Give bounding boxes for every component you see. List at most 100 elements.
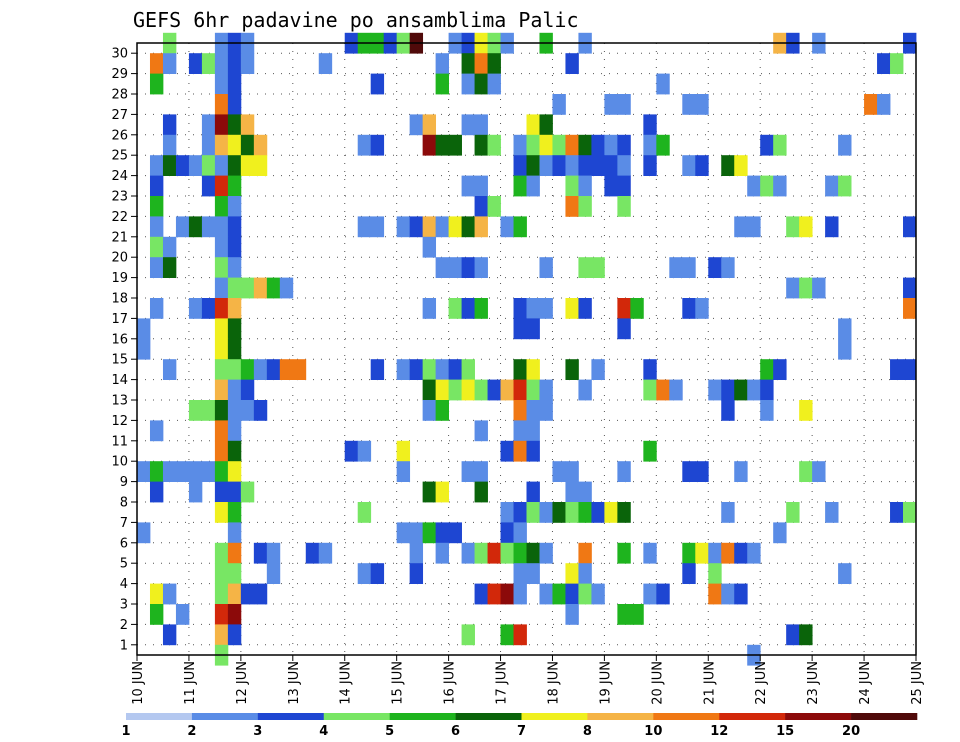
- heatmap-cell: [695, 94, 709, 115]
- heatmap-cell: [253, 134, 268, 156]
- heatmap-cell: [591, 155, 605, 176]
- heatmap-cell: [188, 400, 203, 421]
- heatmap-cell: [253, 155, 268, 176]
- heatmap-cell: [162, 134, 177, 156]
- heatmap-cell: [227, 400, 242, 421]
- heatmap-cell: [474, 481, 488, 503]
- heatmap-cell: [149, 53, 164, 74]
- heatmap-cell: [526, 440, 540, 462]
- heatmap-cell: [513, 318, 527, 340]
- heatmap-cell: [604, 175, 618, 197]
- x-tick-label: 21 JUN: [702, 661, 717, 705]
- heatmap-cell: [474, 196, 488, 217]
- heatmap-cell: [552, 502, 566, 523]
- heatmap-cell: [279, 277, 294, 299]
- heatmap-cell: [253, 359, 268, 380]
- heatmap-cell: [552, 134, 566, 156]
- heatmap-cell: [578, 502, 592, 523]
- heatmap-cell: [448, 216, 462, 238]
- heatmap-cell: [227, 563, 242, 584]
- heatmap-cell: [578, 155, 592, 176]
- heatmap-cell: [409, 114, 424, 136]
- heatmap-cell: [526, 155, 540, 176]
- heatmap-cell: [877, 53, 891, 74]
- heatmap-cell: [227, 481, 242, 503]
- heatmap-cell: [682, 155, 696, 176]
- heatmap-cell: [617, 134, 631, 156]
- colorbar-segment: [719, 713, 786, 720]
- heatmap-cell: [838, 563, 852, 584]
- heatmap-cell: [214, 440, 229, 462]
- heatmap-cell: [162, 359, 177, 380]
- y-tick-label: 16: [111, 332, 128, 347]
- heatmap-cell: [539, 134, 553, 156]
- heatmap-cell: [890, 359, 904, 380]
- heatmap-cell: [500, 583, 514, 605]
- heatmap-cell: [266, 359, 281, 380]
- heatmap-cell: [227, 236, 242, 258]
- heatmap-cell: [162, 583, 177, 605]
- heatmap-cell: [513, 134, 527, 156]
- heatmap-cell: [214, 338, 229, 360]
- heatmap-cell: [474, 461, 488, 482]
- heatmap-cell: [188, 53, 203, 74]
- heatmap-cell: [838, 175, 852, 197]
- colorbar-label: 4: [319, 724, 328, 739]
- heatmap-cell: [227, 175, 242, 197]
- heatmap-cell: [214, 94, 229, 115]
- heatmap-cell: [747, 216, 761, 238]
- colorbar-segment: [389, 713, 456, 720]
- heatmap-cell: [526, 420, 540, 442]
- heatmap-cell: [721, 155, 735, 176]
- heatmap-cell: [137, 318, 151, 340]
- heatmap-cell: [461, 379, 475, 401]
- heatmap-cell: [734, 379, 748, 401]
- heatmap-cell: [227, 298, 242, 319]
- heatmap-cell: [786, 502, 800, 523]
- heatmap-cell: [695, 461, 709, 482]
- colorbar-label: 1: [121, 724, 130, 739]
- x-tick-label: 10 JUN: [131, 661, 146, 705]
- heatmap-cell: [461, 114, 475, 136]
- heatmap-cell: [760, 400, 774, 421]
- y-tick-label: 13: [111, 394, 128, 409]
- heatmap-cell: [240, 114, 255, 136]
- y-tick-label: 28: [111, 88, 128, 103]
- heatmap-cell: [214, 604, 229, 625]
- heatmap-cell: [877, 94, 891, 115]
- heatmap-cell: [565, 604, 579, 625]
- heatmap-cell: [565, 134, 579, 156]
- heatmap-cell: [773, 175, 787, 197]
- heatmap-cell: [734, 542, 748, 564]
- x-tick-label: 22 JUN: [754, 661, 769, 705]
- heatmap-cell: [240, 379, 255, 401]
- x-tick-label: 13 JUN: [287, 661, 302, 705]
- heatmap-cell: [227, 440, 242, 462]
- colorbar-label: 7: [517, 724, 526, 739]
- colorbar-segment: [191, 713, 259, 720]
- heatmap-cell: [526, 175, 540, 197]
- heatmap-cell: [227, 583, 242, 605]
- heatmap-cell: [799, 216, 813, 238]
- heatmap-cell: [812, 461, 826, 482]
- y-tick-label: 29: [111, 67, 128, 82]
- heatmap-cell: [487, 583, 501, 605]
- y-tick-label: 10: [111, 455, 128, 470]
- heatmap-cell: [448, 359, 462, 380]
- heatmap-cell: [630, 298, 644, 319]
- x-tick-label: 11 JUN: [183, 661, 198, 705]
- heatmap-cell: [500, 624, 514, 646]
- heatmap-cell: [890, 502, 904, 523]
- heatmap-cell: [188, 216, 203, 238]
- heatmap-cell: [422, 134, 437, 156]
- heatmap-cell: [474, 379, 488, 401]
- heatmap-cell: [435, 481, 449, 503]
- heatmap-cell: [474, 257, 488, 278]
- heatmap-cell: [214, 257, 229, 278]
- heatmap-cell: [487, 73, 501, 95]
- heatmap-cell: [578, 134, 592, 156]
- heatmap-cell: [695, 542, 709, 564]
- heatmap-cell: [227, 114, 242, 136]
- y-tick-label: 4: [120, 577, 128, 592]
- heatmap-cell: [253, 277, 268, 299]
